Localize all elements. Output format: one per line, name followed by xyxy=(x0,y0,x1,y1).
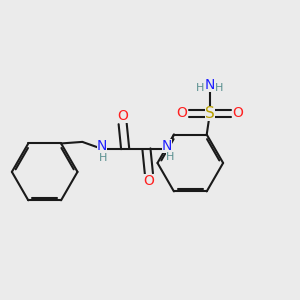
Text: N: N xyxy=(97,139,107,153)
Text: O: O xyxy=(143,174,154,188)
Text: H: H xyxy=(215,83,224,93)
Text: N: N xyxy=(162,139,172,153)
Text: O: O xyxy=(117,109,128,123)
Text: H: H xyxy=(98,152,107,163)
Text: N: N xyxy=(205,78,215,92)
Text: O: O xyxy=(176,106,187,120)
Text: H: H xyxy=(166,152,174,162)
Text: O: O xyxy=(232,106,243,120)
Text: H: H xyxy=(196,83,205,93)
Text: S: S xyxy=(205,106,215,121)
